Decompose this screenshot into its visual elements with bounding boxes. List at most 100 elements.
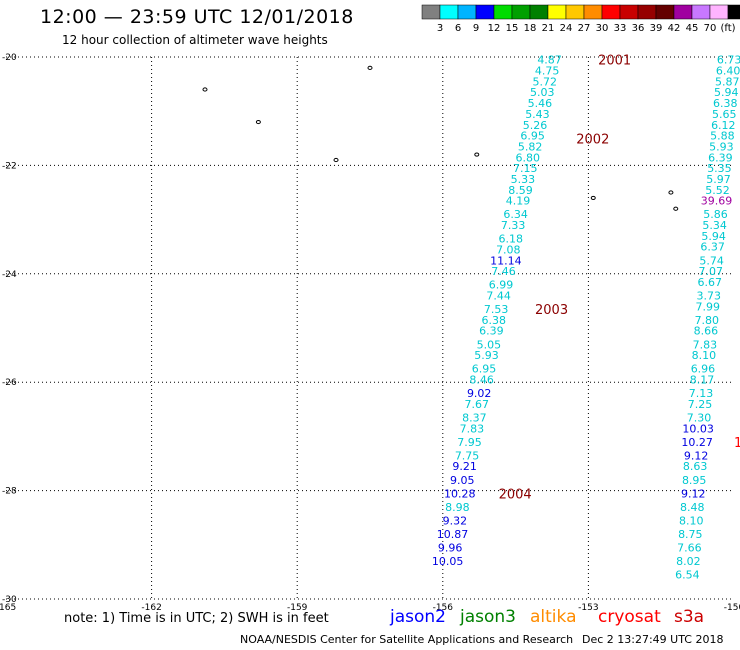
wave-height-label: 8.98 [445,501,470,514]
colorbar-label: 33 [614,23,627,34]
footer-note: note: 1) Time is in UTC; 2) SWH is in fe… [64,611,329,626]
wave-height-label: 7.83 [460,422,485,435]
island-outline [590,195,596,201]
colorbar-swatch [619,4,639,20]
wave-height-label: 5.82 [518,140,543,153]
island-outline [474,152,480,157]
wave-height-label: 6.18 [498,233,523,246]
colorbar-swatch [583,4,603,20]
wave-height-label: 9.12 [684,449,709,462]
wave-height-label: 6.67 [697,276,722,289]
x-tick-label: -165 [0,603,16,613]
wave-height-label: 7.25 [688,398,713,411]
y-tick-label: -26 [2,378,17,388]
wave-height-label: 9.02 [467,387,492,400]
colorbar-swatch [547,4,567,20]
wave-height-label: 5.88 [710,130,735,143]
chart-title: 12:00 — 23:59 UTC 12/01/2018 [40,6,354,28]
colorbar-label: 18 [524,23,537,34]
wave-height-label: 39.69 [701,195,733,208]
wave-height-label: 8.66 [694,325,719,338]
y-tick-label: -28 [2,487,17,497]
wave-height-label: 8.10 [692,349,717,362]
wave-height-label: 10.27 [681,436,713,449]
wave-height-label: 6.99 [489,279,514,292]
colorbar-swatch [493,4,513,20]
wave-height-label: 4.87 [537,54,562,67]
colorbar-label: 24 [560,23,573,34]
footer-credit: NOAA/NESDIS Center for Satellite Applica… [240,633,574,646]
legend-jason3: jason3 [460,607,516,627]
wave-height-label: 8.46 [469,373,494,386]
wave-height-label: 10.87 [437,528,469,541]
wave-height-label: 5.34 [702,219,727,232]
colorbar-label: 21 [542,23,555,34]
wave-height-label: 9.05 [450,474,475,487]
wave-height-label: 9.12 [681,487,706,500]
wave-height-label: 5.33 [511,173,536,186]
time-annotation: 2002 [576,132,609,147]
footer-timestamp: Dec 2 13:27:49 UTC 2018 [582,633,724,646]
colorbar-swatch [727,4,740,20]
wave-height-label: 6.39 [479,325,504,338]
colorbar-label: 70 [704,23,717,34]
wave-height-label: 7.67 [465,398,490,411]
legend-jason2: jason2 [390,607,446,627]
y-tick-label: -24 [2,270,17,280]
y-tick-label: -30 [2,595,17,605]
wave-height-label: 7.95 [457,436,482,449]
wave-height-label: 6.95 [472,363,497,376]
wave-height-label: 5.97 [706,173,731,186]
colorbar-label: 30 [596,23,609,34]
chart-subtitle: 12 hour collection of altimeter wave hei… [62,33,328,47]
wave-height-label: 7.15 [513,162,538,175]
x-tick-label: -153 [578,603,598,613]
colorbar-swatch [529,4,549,20]
wave-height-label: 8.17 [690,373,715,386]
wave-height-label: 5.93 [474,349,499,362]
wave-height-label: 7.30 [687,411,712,424]
wave-height-label: 8.48 [680,501,705,514]
x-tick-label: -150 [724,603,740,613]
wave-height-label: 8.10 [679,514,704,527]
wave-height-label: 5.35 [707,162,732,175]
time-annotation: 2001 [598,54,631,69]
wave-height-label: 5.86 [703,208,728,221]
island-outline [367,65,373,70]
wave-height-label: 7.33 [501,219,526,232]
colorbar-label: 42 [668,23,681,34]
colorbar-swatch [421,4,441,20]
wave-height-label: 8.37 [462,411,487,424]
wave-height-label: 8.75 [678,528,703,541]
colorbar-label: 12 [488,23,501,34]
wave-height-label: 10.05 [432,555,464,568]
wave-height-label: 6.95 [520,130,545,143]
colorbar-swatch [637,4,657,20]
wave-height-label: 4.19 [506,195,531,208]
wave-height-label: 8.59 [508,184,533,197]
wave-height-label: 8.95 [682,474,707,487]
wave-height-label: 8.63 [683,460,708,473]
wave-height-label: 4.75 [535,65,560,78]
wave-height-label: 10.28 [444,487,476,500]
wave-height-label: 5.93 [709,140,734,153]
colorbar-swatch [601,4,621,20]
legend-s3a: s3a [674,607,705,627]
colorbar-label: 6 [455,23,461,34]
wave-height-label: 3.73 [697,289,722,302]
colorbar-label: 27 [578,23,591,34]
colorbar-label: 15 [506,23,519,34]
x-tick-label: -162 [141,603,161,613]
wave-height-label: 5.74 [699,254,724,267]
legend-altika: altika [530,607,577,627]
wave-height-label: 7.44 [486,289,511,302]
wave-height-label: 5.26 [523,119,548,132]
wave-height-label: 7.99 [696,300,721,313]
island-outline [202,87,208,92]
wave-height-label: 6.38 [482,314,507,327]
wave-height-label: 5.87 [715,75,740,88]
wave-height-label: 6.34 [503,208,528,221]
colorbar-swatch [511,4,531,20]
island-outline [255,119,261,125]
